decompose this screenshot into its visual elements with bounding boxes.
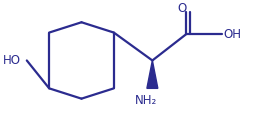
Text: O: O bbox=[177, 2, 186, 15]
Text: HO: HO bbox=[3, 54, 21, 67]
Text: NH₂: NH₂ bbox=[135, 94, 157, 107]
Text: OH: OH bbox=[222, 28, 240, 41]
Polygon shape bbox=[146, 61, 157, 88]
